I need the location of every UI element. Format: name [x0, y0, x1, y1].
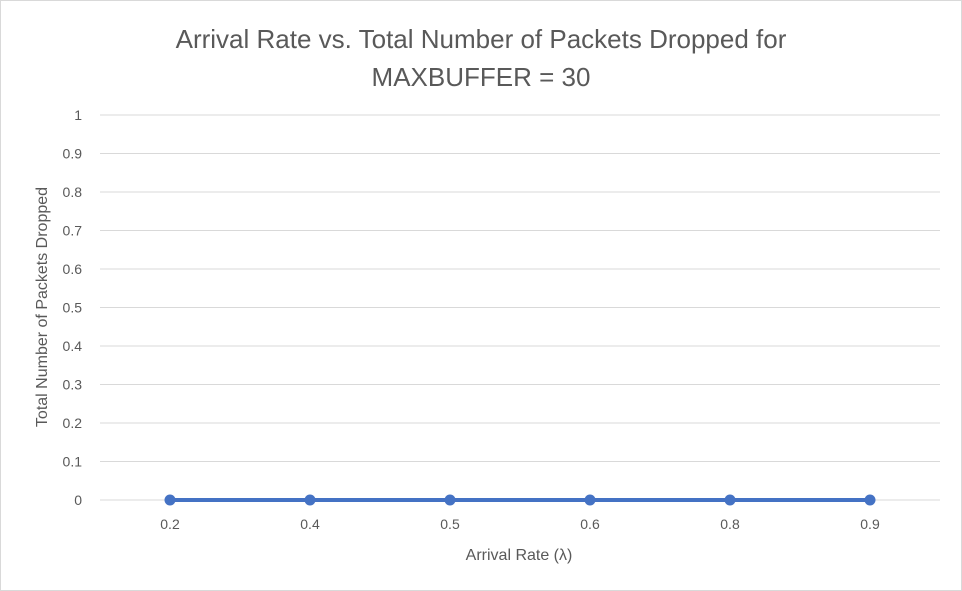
data-point — [724, 494, 736, 506]
x-tick-label: 0.6 — [580, 516, 600, 532]
x-tick-label: 0.4 — [300, 516, 320, 532]
y-tick-label: 0.8 — [63, 184, 83, 200]
x-axis-title: Arrival Rate (λ) — [466, 547, 573, 564]
x-tick-label: 0.9 — [860, 516, 880, 532]
x-tick-label: 0.5 — [440, 516, 460, 532]
y-tick-label: 0.6 — [63, 261, 83, 277]
y-tick-label: 0.2 — [63, 415, 83, 431]
series-layer — [164, 494, 876, 506]
y-tick-label: 0.5 — [63, 300, 83, 316]
chart-title: Arrival Rate vs. Total Number of Packets… — [0, 20, 962, 96]
y-axis-tick-labels: 0 0.1 0.2 0.3 0.4 0.5 0.6 0.7 0.8 0.9 1 — [63, 107, 83, 508]
y-tick-label: 0.1 — [63, 454, 83, 470]
y-tick-label: 0.3 — [63, 377, 83, 393]
y-tick-label: 1 — [74, 107, 82, 123]
chart-title-line-2: MAXBUFFER = 30 — [371, 62, 591, 92]
data-point — [444, 494, 456, 506]
chart-title-line-1: Arrival Rate vs. Total Number of Packets… — [175, 24, 787, 54]
data-point — [164, 494, 176, 506]
y-tick-label: 0.9 — [63, 146, 83, 162]
y-tick-label: 0.7 — [63, 223, 83, 239]
data-point — [584, 494, 596, 506]
x-axis-tick-labels: 0.2 0.4 0.5 0.6 0.8 0.9 — [160, 516, 880, 532]
y-axis-title: Total Number of Packets Dropped — [34, 187, 51, 427]
gridlines — [100, 114, 940, 501]
data-point — [304, 494, 316, 506]
y-tick-label: 0.4 — [63, 338, 83, 354]
data-point — [864, 494, 876, 506]
x-tick-label: 0.8 — [720, 516, 740, 532]
y-tick-label: 0 — [74, 492, 82, 508]
x-tick-label: 0.2 — [160, 516, 180, 532]
